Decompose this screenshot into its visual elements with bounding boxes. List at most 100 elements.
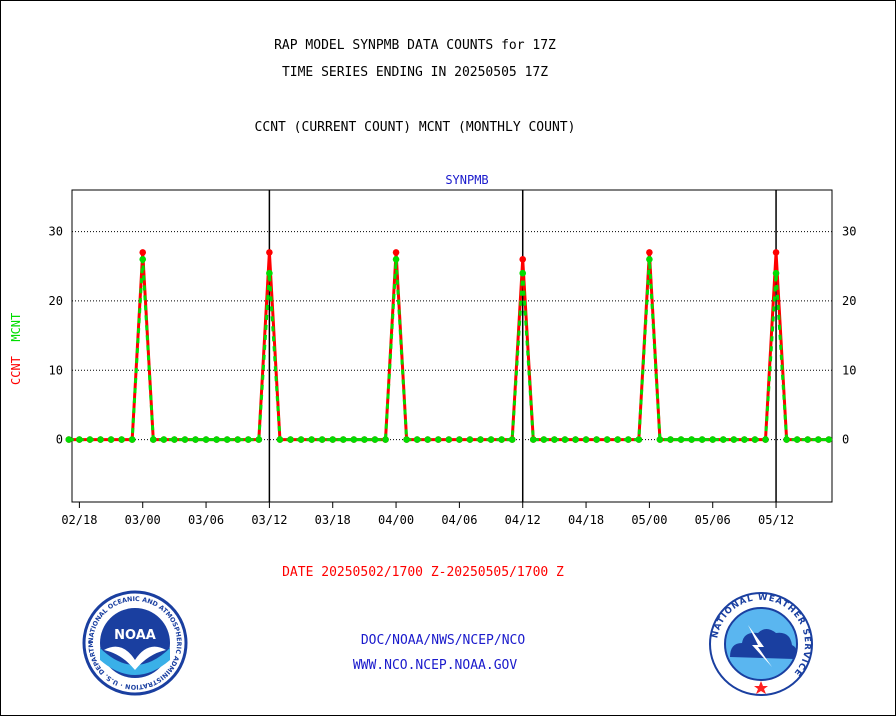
data-point-mcnt (413, 436, 421, 443)
noaa-center-text: NOAA (114, 628, 156, 643)
data-point-mcnt (160, 436, 168, 443)
y-label-ccnt: CCNT (9, 356, 23, 385)
data-point-mcnt (234, 436, 242, 443)
x-tick-label: 03/00 (125, 513, 161, 527)
data-point-mcnt (698, 436, 706, 443)
noaa-logo: NOAA NATIONAL OCEANIC AND ATMOSPHERIC AD… (82, 590, 188, 696)
data-point-mcnt (86, 436, 94, 443)
data-point-mcnt (529, 436, 537, 443)
data-point-mcnt (65, 436, 73, 443)
x-tick-label: 03/06 (188, 513, 224, 527)
x-tick-label: 02/18 (61, 513, 97, 527)
y-tick-label-right: 20 (842, 294, 856, 308)
data-point-mcnt (128, 436, 136, 443)
data-point-mcnt (202, 436, 210, 443)
y-tick-label-right: 0 (842, 433, 849, 447)
data-point-mcnt (646, 256, 653, 263)
data-point-mcnt (118, 436, 125, 443)
footer-line1: DOC/NOAA/NWS/NCEP/NCO (360, 633, 526, 648)
x-tick-label: 03/18 (315, 513, 351, 527)
nws-logo: NATIONAL WEATHER SERVICE (709, 592, 813, 696)
chart-title-line2: TIME SERIES ENDING IN 20250505 17Z (281, 65, 549, 80)
data-point-mcnt (582, 436, 590, 443)
data-point-mcnt (772, 269, 780, 277)
x-tick-label: 04/00 (378, 513, 414, 527)
data-point-mcnt (814, 436, 822, 443)
y-tick-label-left: 10 (49, 363, 63, 377)
data-point-mcnt (181, 436, 189, 443)
data-point-ccnt (139, 249, 147, 256)
x-tick-label: 04/18 (568, 513, 604, 527)
data-point-mcnt (741, 436, 748, 443)
data-point-mcnt (519, 269, 527, 277)
data-point-mcnt (171, 436, 178, 443)
chart-title-line1: RAP MODEL SYNPMB DATA COUNTS for 17Z (274, 38, 556, 53)
data-point-mcnt (561, 436, 569, 443)
data-point-mcnt (719, 436, 727, 443)
data-point-mcnt (213, 436, 220, 443)
data-point-mcnt (244, 436, 252, 443)
x-tick-label: 04/06 (441, 513, 477, 527)
data-point-mcnt (392, 256, 400, 263)
data-point-mcnt (551, 436, 558, 443)
data-point-mcnt (783, 436, 790, 443)
chart-title-line3: CCNT (CURRENT COUNT) MCNT (MONTHLY COUNT… (254, 120, 576, 135)
data-point-mcnt (287, 436, 294, 443)
data-point-mcnt (403, 436, 410, 443)
y-tick-label-left: 0 (56, 433, 63, 447)
data-point-mcnt (371, 436, 379, 443)
data-point-mcnt (329, 436, 337, 443)
date-range: DATE 20250502/1700 Z-20250505/1700 Z (282, 565, 564, 580)
data-point-mcnt (487, 436, 495, 443)
data-point-ccnt (392, 249, 400, 256)
data-point-mcnt (624, 436, 632, 443)
x-tick-label: 05/06 (695, 513, 731, 527)
plot-title: SYNPMB (445, 173, 488, 187)
data-point-mcnt (149, 436, 157, 443)
data-point-mcnt (635, 436, 643, 443)
data-point-mcnt (572, 436, 579, 443)
y-tick-label-right: 30 (842, 225, 856, 239)
y-label-mcnt: MCNT (9, 312, 23, 342)
x-tick-label: 05/00 (631, 513, 667, 527)
data-point-mcnt (339, 436, 347, 443)
data-point-mcnt (97, 436, 104, 443)
data-point-mcnt (276, 436, 284, 443)
data-point-mcnt (76, 436, 83, 443)
x-tick-label: 04/12 (505, 513, 541, 527)
data-point-mcnt (107, 436, 115, 443)
data-point-ccnt (772, 249, 780, 256)
plot-area (71, 189, 833, 503)
data-point-mcnt (266, 269, 273, 277)
x-tick-label: 03/12 (251, 513, 287, 527)
data-point-mcnt (434, 436, 442, 443)
data-point-mcnt (793, 436, 801, 443)
data-point-mcnt (318, 436, 326, 443)
data-point-mcnt (456, 436, 463, 443)
data-point-mcnt (667, 436, 674, 443)
footer-line2: WWW.NCO.NCEP.NOAA.GOV (352, 658, 518, 673)
data-point-mcnt (466, 436, 474, 443)
data-point-mcnt (762, 436, 769, 443)
data-point-mcnt (445, 436, 453, 443)
data-point-mcnt (709, 436, 717, 443)
data-point-mcnt (593, 436, 600, 443)
y-axis-label: CCNT MCNT (9, 313, 23, 385)
data-point-mcnt (804, 436, 812, 443)
x-tick-label: 05/12 (758, 513, 794, 527)
data-point-mcnt (603, 436, 611, 443)
data-point-mcnt (540, 436, 548, 443)
data-point-mcnt (308, 436, 315, 443)
series-line-mcnt (68, 259, 829, 442)
y-tick-label-right: 10 (842, 363, 856, 377)
data-point-mcnt (255, 436, 263, 443)
data-point-ccnt (646, 249, 653, 256)
data-point-mcnt (223, 436, 231, 443)
data-point-ccnt (519, 256, 527, 263)
data-point-mcnt (498, 436, 505, 443)
data-point-mcnt (508, 436, 516, 443)
data-point-mcnt (477, 436, 484, 443)
series-line-ccnt (68, 252, 829, 442)
data-point-ccnt (266, 249, 273, 256)
